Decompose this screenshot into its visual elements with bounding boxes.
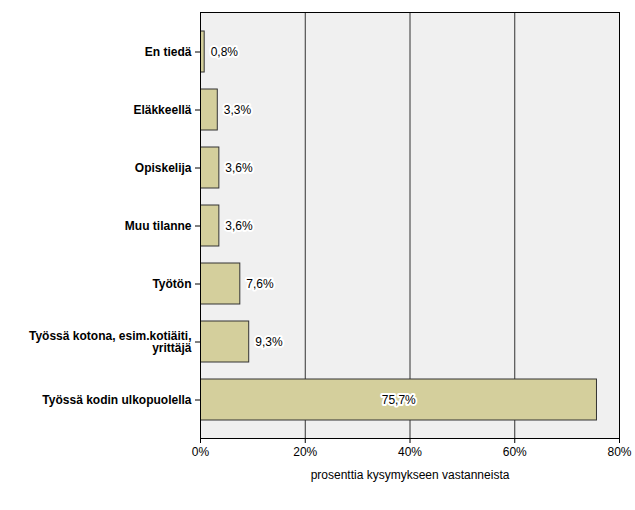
svg-text:Muu tilanne: Muu tilanne (125, 219, 192, 233)
svg-text:Työssä kodin ulkopuolella: Työssä kodin ulkopuolella (42, 393, 191, 407)
svg-text:Opiskelija: Opiskelija (135, 161, 192, 175)
svg-text:40%: 40% (398, 445, 422, 459)
svg-text:60%: 60% (503, 445, 527, 459)
svg-text:prosenttia kysymykseen vastann: prosenttia kysymykseen vastanneista (311, 468, 510, 482)
svg-text:0%: 0% (192, 445, 210, 459)
svg-text:Työssä kotona, esim.kotiäiti,y: Työssä kotona, esim.kotiäiti,yrittäjä (29, 329, 192, 355)
svg-text:En tiedä: En tiedä (145, 45, 192, 59)
svg-text:80%: 80% (607, 445, 631, 459)
svg-text:9,3%: 9,3% (255, 335, 283, 349)
svg-text:3,6%: 3,6% (225, 219, 253, 233)
svg-text:0,8%: 0,8% (211, 45, 239, 59)
svg-text:Eläkkeellä: Eläkkeellä (133, 103, 191, 117)
svg-text:Työtön: Työtön (152, 277, 191, 291)
svg-text:20%: 20% (293, 445, 317, 459)
svg-text:75,7%: 75,7% (382, 393, 416, 407)
svg-text:3,6%: 3,6% (225, 161, 253, 175)
svg-text:3,3%: 3,3% (224, 103, 252, 117)
svg-text:7,6%: 7,6% (246, 277, 274, 291)
